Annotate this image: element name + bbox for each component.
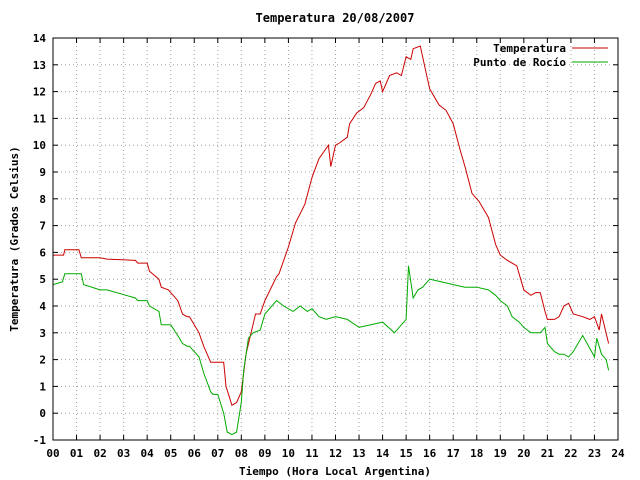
legend-label: Punto de Rocío <box>473 56 566 69</box>
legend-label: Temperatura <box>493 42 566 55</box>
x-tick-label: 09 <box>258 447 271 460</box>
chart-title: Temperatura 20/08/2007 <box>256 11 415 25</box>
series-layer <box>52 45 610 436</box>
x-tick-label: 01 <box>70 447 84 460</box>
x-tick-label: 07 <box>211 447 224 460</box>
x-tick-label: 14 <box>376 447 390 460</box>
y-tick-label: 9 <box>39 166 46 179</box>
x-tick-label: 05 <box>164 447 177 460</box>
x-tick-label: 17 <box>447 447 460 460</box>
x-tick-label: 23 <box>588 447 601 460</box>
x-tick-label: 21 <box>541 447 555 460</box>
y-tick-label: 3 <box>39 327 46 340</box>
series-line-2 <box>52 265 610 436</box>
y-tick-label: 12 <box>33 86 46 99</box>
y-tick-label: 5 <box>39 273 46 286</box>
x-tick-label: 10 <box>282 447 295 460</box>
x-tick-label: 03 <box>117 447 130 460</box>
x-tick-label: 18 <box>470 447 483 460</box>
y-tick-label: 10 <box>33 139 46 152</box>
x-tick-label: 08 <box>235 447 248 460</box>
x-tick-label: 02 <box>93 447 106 460</box>
y-tick-label: 13 <box>33 59 46 72</box>
y-tick-label: 2 <box>39 354 46 367</box>
y-tick-label: 1 <box>39 380 46 393</box>
x-tick-label: 20 <box>517 447 530 460</box>
y-tick-label: 14 <box>33 32 47 45</box>
x-axis-ticks: 00 01 02 03 04 05 06 07 08 09 10 11 12 13 14 15 16 17 18 19… <box>46 38 625 460</box>
x-tick-label: 22 <box>564 447 577 460</box>
y-tick-label: 4 <box>39 300 46 313</box>
y-tick-label: 0 <box>39 407 46 420</box>
x-tick-label: 15 <box>400 447 413 460</box>
x-tick-label: 24 <box>611 447 625 460</box>
x-tick-label: 00 <box>46 447 59 460</box>
y-axis-label: Temperatura (Grados Celsius) <box>8 146 21 331</box>
x-tick-label: 16 <box>423 447 437 460</box>
x-tick-label: 06 <box>188 447 202 460</box>
y-tick-label: 8 <box>39 193 46 206</box>
series-line-1 <box>53 45 610 406</box>
x-axis-label: Tiempo (Hora Local Argentina) <box>239 465 431 478</box>
y-tick-label: 11 <box>33 112 47 125</box>
y-tick-label: 6 <box>39 246 46 259</box>
x-tick-label: 04 <box>141 447 155 460</box>
y-tick-label: -1 <box>33 434 47 447</box>
x-tick-label: 13 <box>352 447 365 460</box>
y-tick-label: 7 <box>39 220 46 233</box>
x-tick-label: 12 <box>329 447 342 460</box>
grid-lines <box>53 38 618 440</box>
x-tick-label: 19 <box>494 447 507 460</box>
x-tick-label: 11 <box>305 447 319 460</box>
